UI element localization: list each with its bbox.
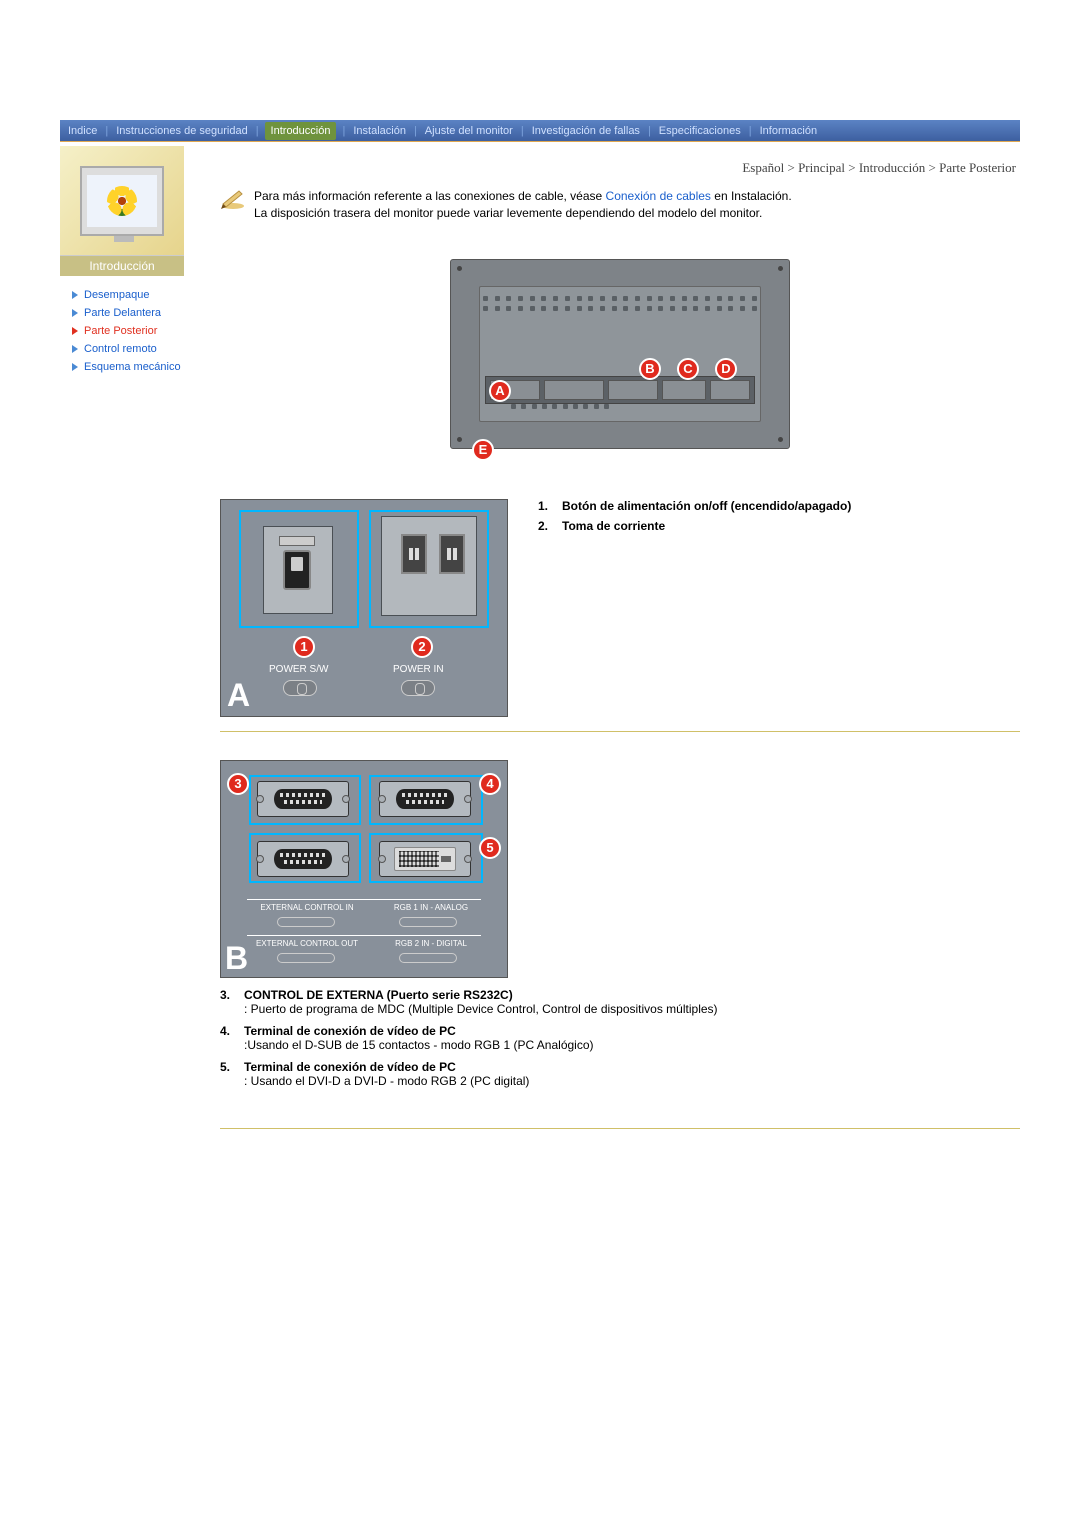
sidebar-hero-image	[60, 146, 184, 256]
side-link-desempaque[interactable]: Desempaque	[72, 286, 210, 304]
side-link-delantera[interactable]: Parte Delantera	[72, 304, 210, 322]
nav-fallas[interactable]: Investigación de fallas	[530, 125, 642, 137]
item-a-1: 1.Botón de alimentación on/off (encendid…	[538, 499, 851, 513]
overview-badge-e: E	[472, 439, 494, 461]
section-a: 1 2 POWER S/W POWER IN A 1.Botón de alim…	[220, 499, 1020, 717]
overview-badge-c: C	[677, 358, 699, 380]
section-a-list: 1.Botón de alimentación on/off (encendid…	[538, 499, 851, 717]
label-ext-out: EXTERNAL CONTROL OUT	[247, 939, 367, 948]
divider-2	[220, 1128, 1020, 1129]
label-power-sw: POWER S/W	[269, 664, 328, 675]
top-nav: Indice| Instrucciones de seguridad| Intr…	[60, 120, 1020, 142]
nav-instalacion[interactable]: Instalación	[351, 125, 408, 137]
section-b: 3 4 5 EXTERNAL CONTROL IN RGB 1 IN - ANA…	[220, 760, 1020, 1088]
label-ext-in: EXTERNAL CONTROL IN	[247, 903, 367, 912]
item-b-5: 5.Terminal de conexión de vídeo de PC : …	[220, 1060, 1020, 1088]
intro-text: Para más información referente a las con…	[254, 188, 792, 223]
section-b-list: 3.CONTROL DE EXTERNA (Puerto serie RS232…	[220, 988, 1020, 1088]
item-b-4: 4.Terminal de conexión de vídeo de PC :U…	[220, 1024, 1020, 1052]
rear-overview-diagram: A B C D E	[450, 259, 790, 449]
side-link-esquema[interactable]: Esquema mecánico	[72, 358, 210, 376]
section-a-badge-2: 2	[411, 636, 433, 658]
side-link-posterior[interactable]: Parte Posterior	[72, 322, 210, 340]
nav-informacion[interactable]: Información	[758, 125, 819, 137]
section-b-badge-5: 5	[479, 837, 501, 859]
section-a-diagram: 1 2 POWER S/W POWER IN A	[220, 499, 508, 717]
overview-badge-d: D	[715, 358, 737, 380]
overview-badge-a: A	[489, 380, 511, 402]
section-a-badge-1: 1	[293, 636, 315, 658]
section-b-badge-3: 3	[227, 773, 249, 795]
link-conexion-cables[interactable]: Conexión de cables	[606, 189, 711, 203]
side-link-control-remoto[interactable]: Control remoto	[72, 340, 210, 358]
item-b-3: 3.CONTROL DE EXTERNA (Puerto serie RS232…	[220, 988, 1020, 1016]
sidebar: Introducción Desempaque Parte Delantera …	[60, 142, 210, 1157]
nav-introduccion[interactable]: Introducción	[265, 122, 337, 140]
sidebar-title: Introducción	[60, 256, 184, 276]
nav-ajuste[interactable]: Ajuste del monitor	[423, 125, 515, 137]
item-a-2: 2.Toma de corriente	[538, 519, 851, 533]
main-content: Español > Principal > Introducción > Par…	[210, 142, 1020, 1157]
nav-especificaciones[interactable]: Especificaciones	[657, 125, 743, 137]
note-icon	[220, 188, 246, 210]
nav-seguridad[interactable]: Instrucciones de seguridad	[114, 125, 249, 137]
section-b-badge-4: 4	[479, 773, 501, 795]
overview-badge-b: B	[639, 358, 661, 380]
breadcrumb: Español > Principal > Introducción > Par…	[220, 142, 1020, 188]
label-rgb1: RGB 1 IN - ANALOG	[371, 903, 491, 912]
label-rgb2: RGB 2 IN - DIGITAL	[371, 939, 491, 948]
label-power-in: POWER IN	[393, 664, 444, 675]
section-a-letter: A	[227, 677, 250, 714]
divider-1	[220, 731, 1020, 732]
section-b-diagram: 3 4 5 EXTERNAL CONTROL IN RGB 1 IN - ANA…	[220, 760, 508, 978]
section-b-letter: B	[225, 940, 248, 977]
nav-indice[interactable]: Indice	[66, 125, 99, 137]
